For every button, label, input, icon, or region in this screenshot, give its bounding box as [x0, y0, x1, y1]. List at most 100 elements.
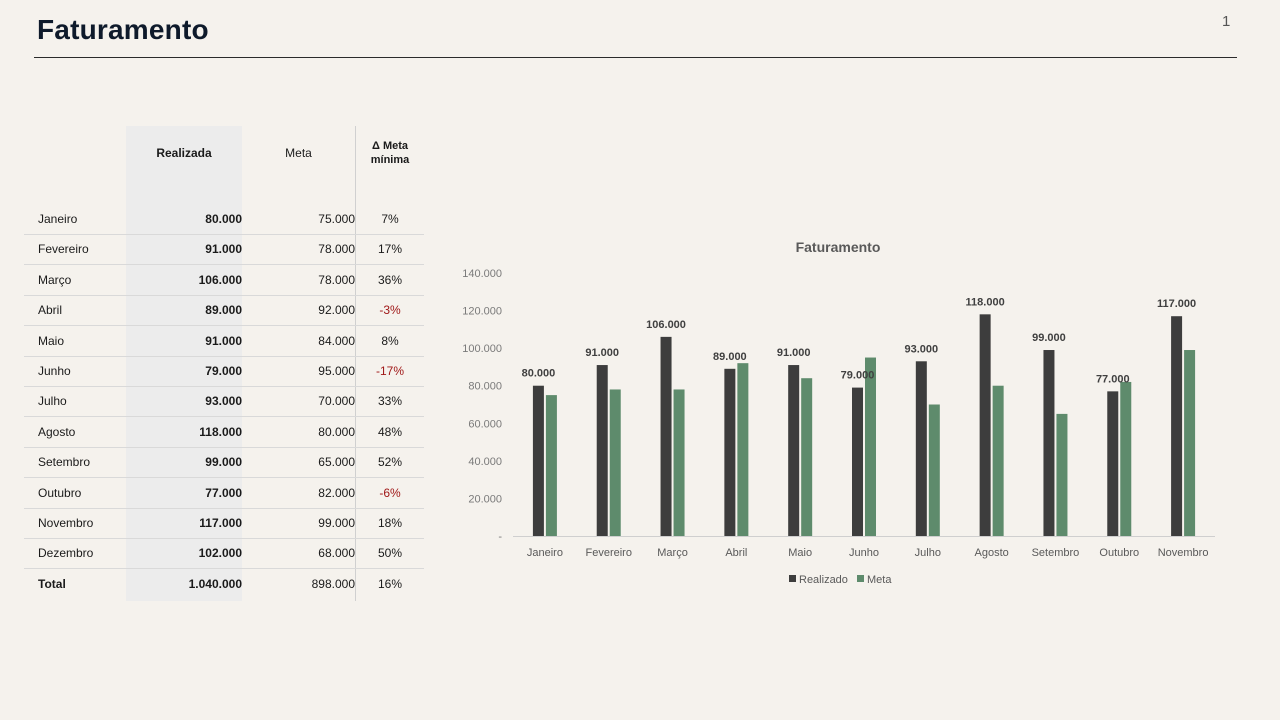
- bar-realizado: [979, 314, 991, 536]
- month-cell: Março: [38, 272, 72, 287]
- table-row: Maio 91.000 84.000 8%: [24, 326, 424, 357]
- meta-cell: 95.000: [318, 364, 355, 378]
- bar-meta: [673, 389, 685, 536]
- data-label-realizado: 106.000: [646, 319, 686, 331]
- header-delta: Δ Meta mínima: [356, 139, 424, 167]
- meta-cell: 65.000: [318, 455, 355, 470]
- revenue-table: Realizada Meta Δ Meta mínima Janeiro 80.0…: [0, 0, 440, 620]
- realizada-cell: 102.000: [198, 546, 242, 561]
- meta-cell: 70.000: [318, 394, 355, 409]
- realizada-cell: 89.000: [205, 303, 242, 318]
- total-delta-cell: 16%: [377, 576, 403, 591]
- x-tick-label: Setembro: [1032, 547, 1080, 559]
- y-tick-label: 100.000: [462, 343, 502, 355]
- realizada-cell: 80.000: [205, 212, 242, 226]
- month-cell: Dezembro: [38, 546, 94, 561]
- month-cell: Janeiro: [38, 212, 78, 226]
- month-cell: Abril: [38, 303, 63, 318]
- total-label-cell: Total: [38, 576, 66, 591]
- realizada-cell: 117.000: [199, 516, 242, 530]
- bar-realizado: [724, 368, 736, 536]
- bar-meta: [928, 404, 940, 536]
- meta-cell: 84.000: [318, 333, 355, 348]
- meta-cell: 78.000: [318, 272, 355, 287]
- bar-meta: [737, 363, 749, 536]
- bar-meta: [865, 357, 876, 536]
- month-cell: Novembro: [38, 516, 94, 530]
- table-row: Janeiro 80.000 75.000 7%: [24, 204, 424, 235]
- delta-cell: 50%: [377, 546, 403, 561]
- meta-cell: 99.000: [318, 516, 355, 530]
- table-row: Outubro 77.000 82.000 -6%: [24, 478, 424, 509]
- realizada-column-shade: [126, 126, 242, 601]
- y-tick-label: 40.000: [468, 456, 502, 468]
- data-label-realizado: 80.000: [522, 368, 556, 380]
- y-tick-label: 140.000: [462, 268, 502, 280]
- page-number: 1: [1222, 13, 1231, 30]
- y-tick-label: 120.000: [462, 306, 502, 318]
- bar-meta: [992, 385, 1004, 536]
- meta-cell: 82.000: [318, 485, 355, 500]
- data-label-realizado: 117.000: [1157, 298, 1196, 310]
- table-row: Julho 93.000 70.000 33%: [24, 386, 424, 418]
- bar-meta: [801, 378, 813, 536]
- delta-cell: -6%: [379, 485, 401, 500]
- table-row: Agosto 118.000 80.000 48%: [24, 417, 424, 448]
- delta-cell: 52%: [377, 455, 403, 470]
- realizada-cell: 91.000: [205, 242, 242, 257]
- meta-cell: 68.000: [318, 546, 355, 561]
- table-row: Novembro 117.000 99.000 18%: [24, 508, 424, 539]
- bar-realizado: [915, 361, 927, 536]
- bar-realizado: [596, 365, 608, 536]
- realizada-cell: 93.000: [205, 394, 242, 409]
- delta-cell: 48%: [377, 424, 403, 439]
- chart-title: Faturamento: [796, 239, 881, 255]
- bar-realizado: [1107, 391, 1119, 536]
- data-label-realizado: 91.000: [585, 347, 619, 359]
- data-label-realizado: 93.000: [904, 343, 938, 355]
- data-label-realizado: 99.000: [1032, 332, 1066, 344]
- legend-label-realizado: Realizado: [799, 574, 848, 586]
- month-cell: Maio: [38, 333, 65, 348]
- bar-realizado: [1171, 316, 1183, 536]
- x-tick-label: Novembro: [1158, 547, 1209, 559]
- data-label-realizado: 77.000: [1096, 373, 1130, 385]
- realizada-cell: 77.000: [205, 485, 242, 500]
- bar-meta: [1184, 350, 1196, 536]
- x-tick-label: Julho: [915, 547, 941, 559]
- chart-svg: Faturamento - 20.000 40.000 60.000 80.000 100.…: [462, 239, 1215, 586]
- table-row: Fevereiro 91.000 78.000 17%: [24, 234, 424, 266]
- month-cell: Julho: [38, 394, 67, 409]
- delta-cell: 8%: [381, 333, 399, 348]
- bar-meta: [1120, 381, 1132, 536]
- table-row: Dezembro 102.000 68.000 50%: [24, 538, 424, 570]
- bar-realizado: [532, 385, 544, 536]
- x-tick-label: Outubro: [1099, 547, 1139, 559]
- month-cell: Fevereiro: [38, 242, 89, 257]
- legend-swatch-realizado: [789, 575, 796, 582]
- table-row: Setembro 99.000 65.000 52%: [24, 447, 424, 479]
- month-cell: Setembro: [38, 455, 91, 470]
- delta-column-divider: [355, 126, 356, 601]
- x-tick-label: Abril: [725, 547, 747, 559]
- header-delta-line1: Δ Meta: [371, 140, 409, 152]
- bar-meta: [609, 389, 621, 536]
- delta-cell: -17%: [375, 364, 404, 378]
- realizada-cell: 91.000: [205, 333, 242, 348]
- delta-cell: 33%: [377, 394, 403, 409]
- title-divider: [34, 57, 1237, 58]
- realizada-cell: 106.000: [198, 272, 242, 287]
- bar-meta: [1056, 413, 1068, 536]
- month-cell: Agosto: [38, 424, 76, 439]
- y-tick-label: 20.000: [468, 493, 502, 505]
- table-row: Março 106.000 78.000 36%: [24, 265, 424, 296]
- delta-cell: -3%: [379, 303, 401, 318]
- header-delta-line2: mínima: [370, 154, 410, 166]
- revenue-chart: Faturamento - 20.000 40.000 60.000 80.000 100.…: [440, 225, 1230, 605]
- bar-realizado: [1043, 350, 1055, 536]
- header-meta: Meta: [285, 146, 312, 160]
- page-title: Faturamento: [37, 14, 209, 45]
- x-tick-label: Janeiro: [527, 547, 563, 559]
- delta-cell: 18%: [377, 516, 403, 530]
- meta-cell: 75.000: [318, 212, 355, 226]
